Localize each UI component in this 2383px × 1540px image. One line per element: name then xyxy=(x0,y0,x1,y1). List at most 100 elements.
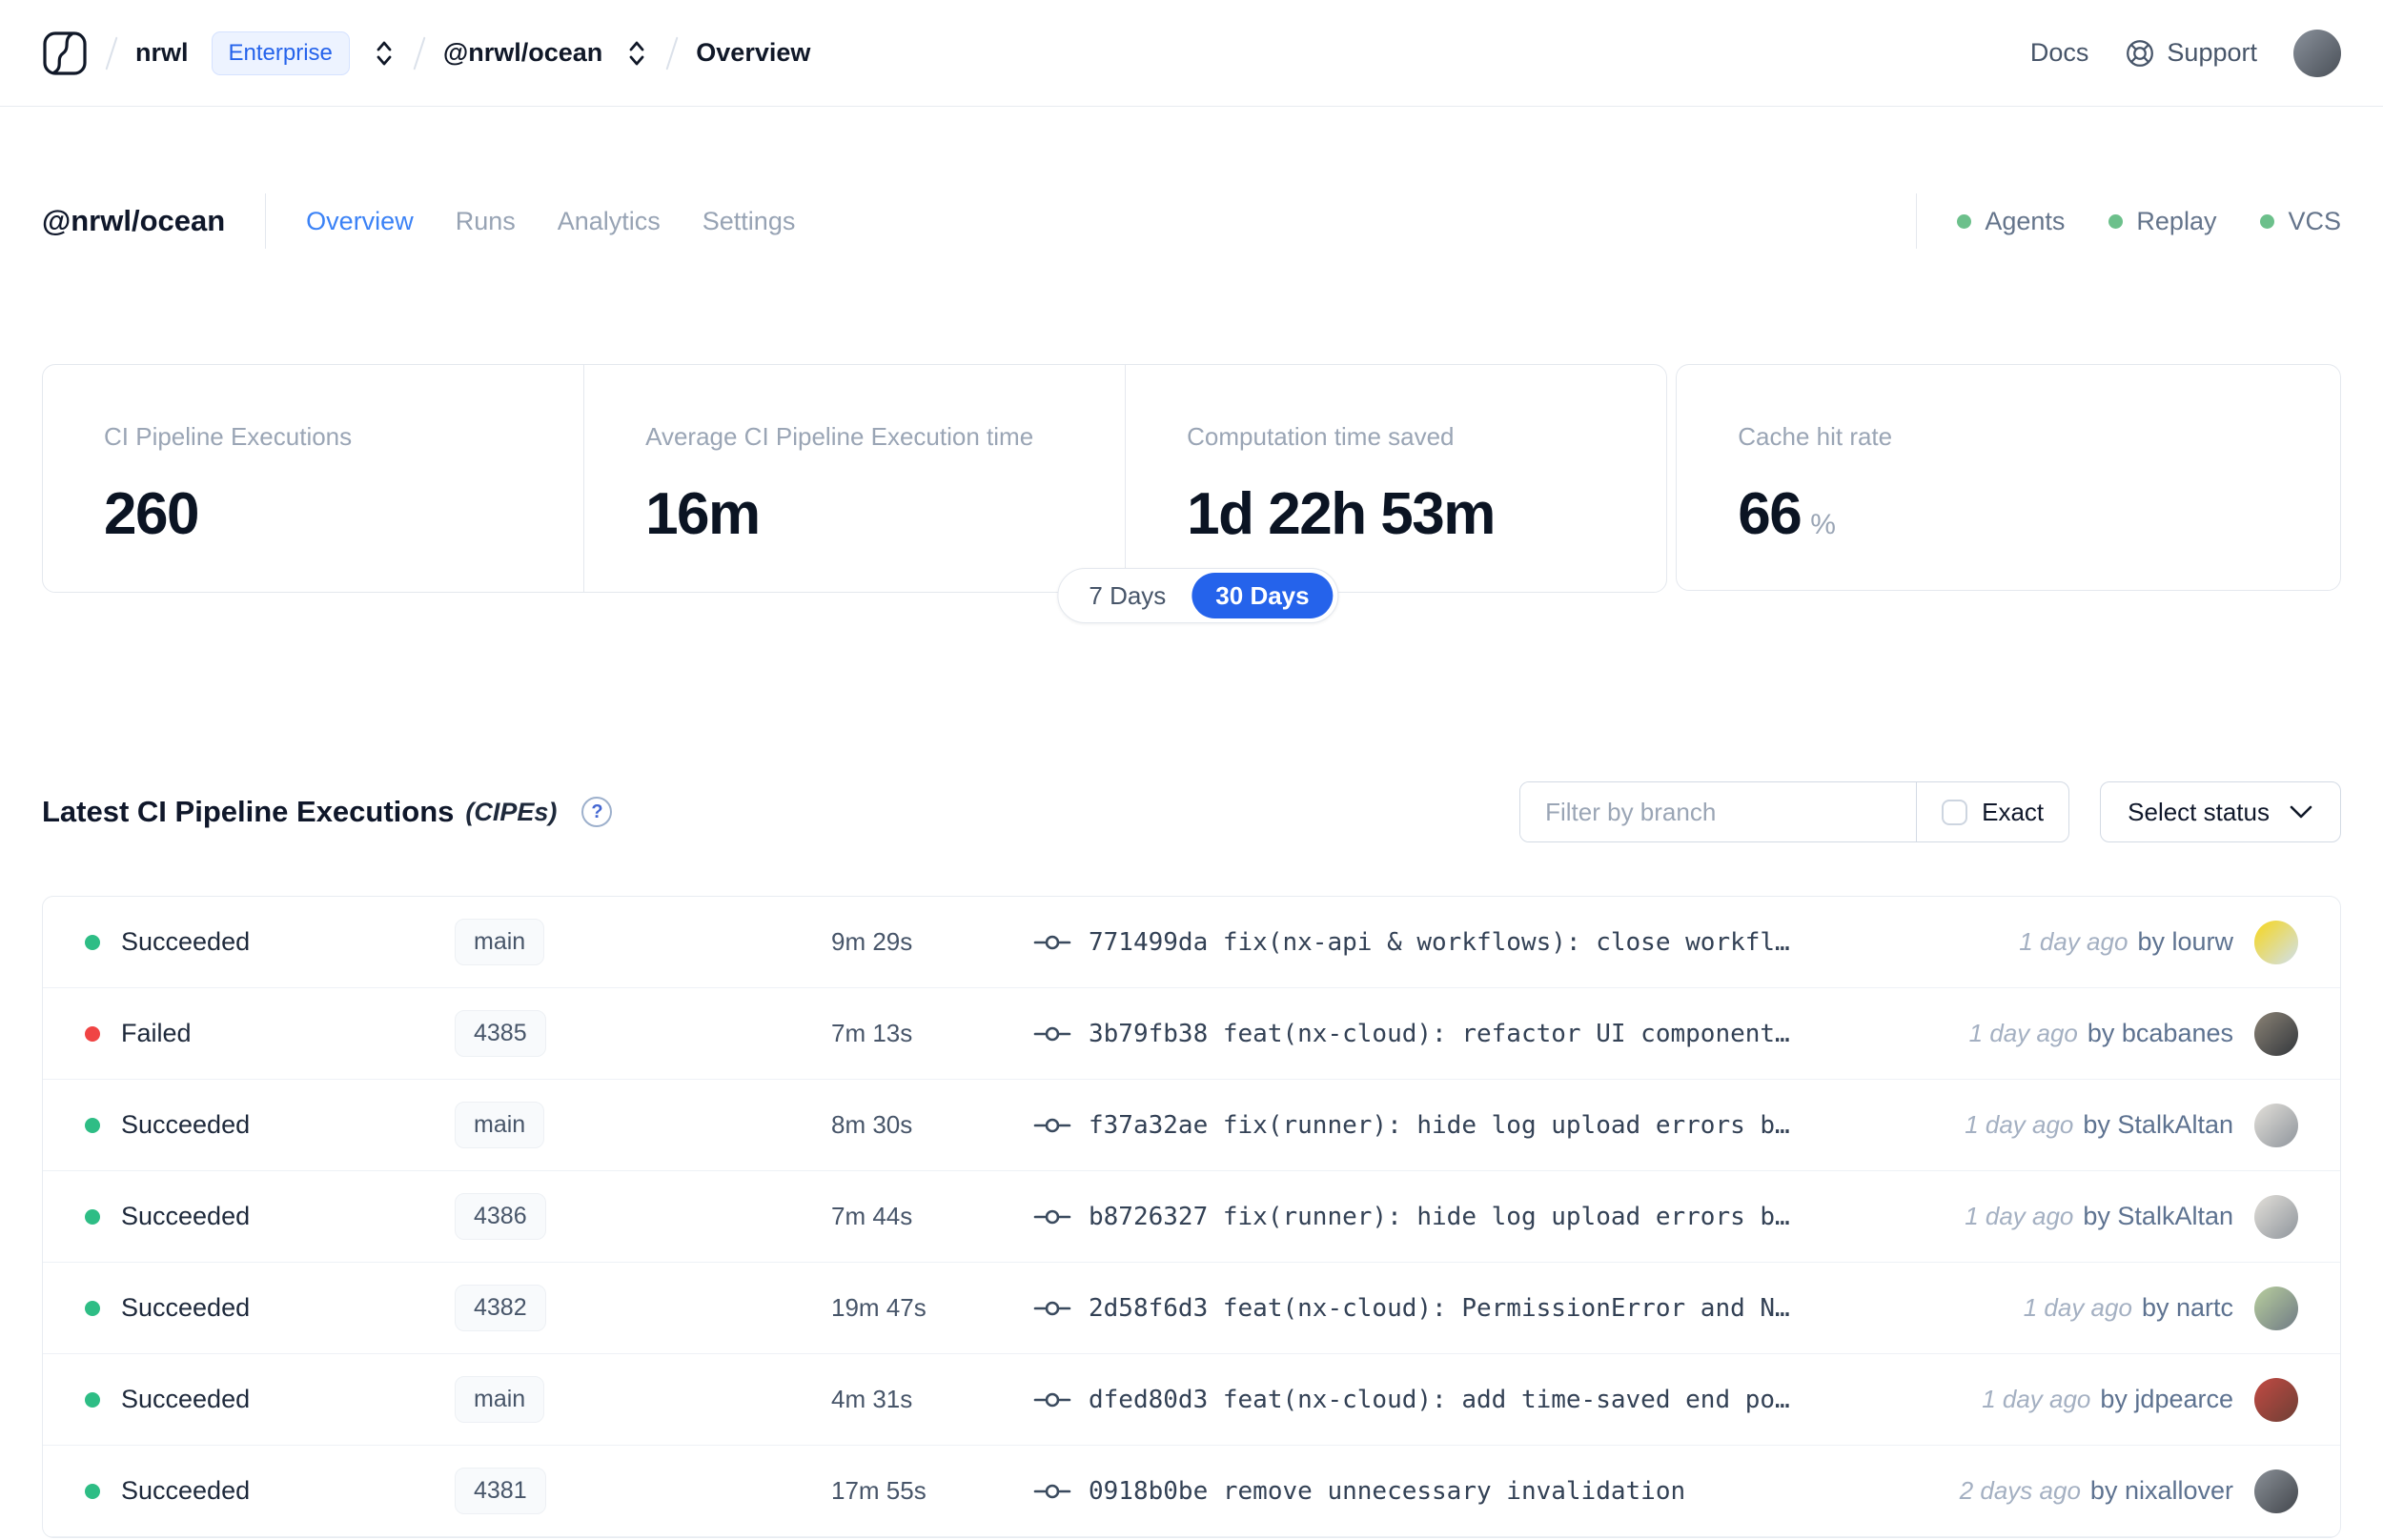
status-dot xyxy=(85,1391,100,1408)
top-nav: nrwl Enterprise @nrwl/ocean Overview Doc… xyxy=(0,0,2383,107)
commit-message[interactable]: 3b79fb38 feat(nx-cloud): refactor UI com… xyxy=(1089,1019,1790,1048)
enterprise-badge[interactable]: Enterprise xyxy=(211,30,350,75)
stat-label: Computation time saved xyxy=(1187,422,1455,451)
tab-settings[interactable]: Settings xyxy=(702,206,796,235)
branch-badge[interactable]: 4385 xyxy=(455,1010,546,1057)
duration: 9m 29s xyxy=(831,927,913,956)
status-select[interactable]: Select status xyxy=(2100,781,2341,842)
commit-message[interactable]: f37a32ae fix(runner): hide log upload er… xyxy=(1089,1110,1790,1140)
table-row[interactable]: Succeeded 4382 19m 47s 2d58f6d3 feat(nx-… xyxy=(43,1263,2340,1354)
exact-checkbox[interactable] xyxy=(1942,799,1968,825)
status-vcs[interactable]: VCS xyxy=(2260,207,2341,236)
stat-label: Cache hit rate xyxy=(1738,422,1893,451)
row-meta: 2 days ago by nixallover xyxy=(1941,1476,2233,1506)
help-icon[interactable]: ? xyxy=(581,797,613,827)
workspace-selector-chevron-icon[interactable] xyxy=(625,38,648,69)
time-ago: 1 day ago xyxy=(1968,1019,2078,1047)
avatar xyxy=(2254,1286,2298,1330)
status-dot xyxy=(85,1483,100,1499)
lifebuoy-icon xyxy=(2125,38,2155,69)
org-name[interactable]: nrwl xyxy=(135,38,189,67)
status-replay[interactable]: Replay xyxy=(2108,207,2216,236)
stat-label: CI Pipeline Executions xyxy=(104,422,353,451)
section-title: Latest CI Pipeline Executions xyxy=(42,795,455,828)
table-row[interactable]: Succeeded main 4m 31s dfed80d3 feat(nx-c… xyxy=(43,1354,2340,1446)
user-avatar[interactable] xyxy=(2293,29,2341,77)
branch-badge[interactable]: main xyxy=(455,1102,545,1148)
breadcrumb-page: Overview xyxy=(696,38,811,67)
stat-value: 1d 22h 53m xyxy=(1187,481,1496,547)
git-commit-icon xyxy=(1033,1478,1071,1505)
divider xyxy=(1916,782,1918,841)
commit-message[interactable]: 2d58f6d3 feat(nx-cloud): PermissionError… xyxy=(1089,1293,1790,1323)
status-label: Succeeded xyxy=(121,927,251,956)
exact-toggle[interactable]: Exact xyxy=(1917,782,2068,841)
status-agents[interactable]: Agents xyxy=(1957,207,2065,236)
divider xyxy=(1916,193,1918,249)
avatar xyxy=(2254,920,2298,964)
row-meta: 1 day ago by jdpearce xyxy=(1963,1385,2233,1414)
branch-badge[interactable]: 4386 xyxy=(455,1193,546,1240)
branch-badge[interactable]: 4381 xyxy=(455,1468,546,1514)
time-ago: 1 day ago xyxy=(1965,1202,2074,1230)
time-ago: 1 day ago xyxy=(1982,1385,2091,1413)
tab-overview[interactable]: Overview xyxy=(306,206,414,235)
stat-value: 16m xyxy=(645,481,761,547)
support-link[interactable]: Support xyxy=(2125,38,2257,69)
avatar xyxy=(2254,1377,2298,1422)
section-title-suffix: (CIPEs) xyxy=(465,797,558,826)
stats-group: CI Pipeline Executions 260 Average CI Pi… xyxy=(42,364,1668,593)
range-7-days[interactable]: 7 Days xyxy=(1089,580,1167,610)
branch-badge[interactable]: main xyxy=(455,1376,545,1423)
commit-message[interactable]: 771499da fix(nx-api & workflows): close … xyxy=(1089,927,1790,957)
table-row[interactable]: Succeeded 4381 17m 55s 0918b0be remove u… xyxy=(43,1446,2340,1537)
avatar xyxy=(2254,1103,2298,1147)
table-row[interactable]: Succeeded 4386 7m 44s b8726327 fix(runne… xyxy=(43,1171,2340,1263)
author: by StalkAltan xyxy=(2083,1110,2233,1139)
stat-card-cache-hit: Cache hit rate 66% xyxy=(1676,364,2341,591)
row-meta: 1 day ago by StalkAltan xyxy=(1945,1202,2233,1231)
stat-value: 260 xyxy=(104,481,199,547)
duration: 4m 31s xyxy=(831,1385,913,1413)
range-30-days[interactable]: 30 Days xyxy=(1192,573,1334,618)
breadcrumb-slash xyxy=(105,36,118,70)
status-label: Failed xyxy=(121,1019,192,1047)
commit-message[interactable]: b8726327 fix(runner): hide log upload er… xyxy=(1089,1202,1790,1231)
row-meta: 1 day ago by lourw xyxy=(2000,927,2233,957)
time-ago: 1 day ago xyxy=(1965,1110,2074,1139)
workspace-title: @nrwl/ocean xyxy=(42,204,226,237)
duration: 7m 13s xyxy=(831,1019,913,1047)
author: by lourw xyxy=(2137,927,2233,956)
time-ago: 1 day ago xyxy=(2019,927,2128,956)
row-meta: 1 day ago by bcabanes xyxy=(1950,1019,2233,1048)
stat-card-avg-time: Average CI Pipeline Execution time 16m xyxy=(583,365,1125,592)
tab-runs[interactable]: Runs xyxy=(455,206,516,235)
author: by nixallover xyxy=(2089,1476,2233,1505)
row-meta: 1 day ago by StalkAltan xyxy=(1945,1110,2233,1140)
table-row[interactable]: Succeeded main 9m 29s 771499da fix(nx-ap… xyxy=(43,897,2340,988)
app-logo[interactable] xyxy=(42,30,88,76)
green-dot-icon xyxy=(2260,213,2275,229)
branch-badge[interactable]: main xyxy=(455,919,545,965)
git-commit-icon xyxy=(1033,1204,1071,1230)
branch-filter-input[interactable] xyxy=(1520,782,1917,841)
status-label: Replay xyxy=(2136,206,2217,235)
branch-badge[interactable]: 4382 xyxy=(455,1285,546,1331)
git-commit-icon xyxy=(1033,1112,1071,1139)
stat-label: Average CI Pipeline Execution time xyxy=(645,422,1034,451)
table-row[interactable]: Failed 4385 7m 13s 3b79fb38 feat(nx-clou… xyxy=(43,988,2340,1080)
duration: 7m 44s xyxy=(831,1202,913,1230)
breadcrumb-slash xyxy=(413,36,426,70)
support-label: Support xyxy=(2167,38,2257,67)
org-selector-chevron-icon[interactable] xyxy=(373,38,396,69)
commit-message[interactable]: 0918b0be remove unnecessary invalidation xyxy=(1089,1476,1686,1506)
service-statuses: Agents Replay VCS xyxy=(1957,207,2341,236)
avatar xyxy=(2254,1011,2298,1056)
tab-analytics[interactable]: Analytics xyxy=(557,206,661,235)
workspace-name[interactable]: @nrwl/ocean xyxy=(442,38,603,67)
commit-message[interactable]: dfed80d3 feat(nx-cloud): add time-saved … xyxy=(1089,1385,1790,1414)
table-row[interactable]: Succeeded main 8m 30s f37a32ae fix(runne… xyxy=(43,1080,2340,1171)
status-label: Succeeded xyxy=(121,1293,251,1322)
docs-link[interactable]: Docs xyxy=(2029,38,2089,67)
stats-row: CI Pipeline Executions 260 Average CI Pi… xyxy=(42,364,2341,623)
